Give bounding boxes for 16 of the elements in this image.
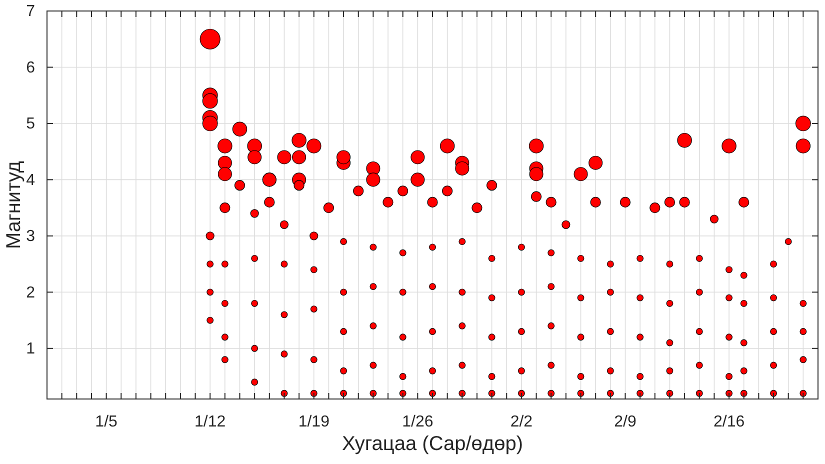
x-tick-label: 2/9 — [614, 413, 636, 430]
y-tick-label: 2 — [26, 284, 36, 302]
y-axis-title: Магнитуд — [3, 160, 25, 249]
x-tick-label: 1/26 — [402, 413, 434, 430]
y-tick-label: 5 — [26, 116, 36, 133]
y-tick-label: 3 — [26, 228, 36, 246]
x-tick-label: 2/16 — [713, 413, 745, 430]
x-tick-label: 1/19 — [298, 413, 330, 430]
y-tick-label: 7 — [26, 3, 36, 20]
x-tick-label: 2/2 — [510, 413, 533, 430]
y-tick-label: 1 — [26, 340, 36, 358]
y-tick-label: 4 — [26, 172, 36, 189]
x-axis-title: Хугацаа (Сар/өдөр) — [342, 433, 523, 455]
x-tick-label: 1/5 — [95, 413, 118, 430]
y-tick-label: 6 — [26, 59, 36, 76]
x-tick-label: 1/12 — [194, 413, 226, 430]
